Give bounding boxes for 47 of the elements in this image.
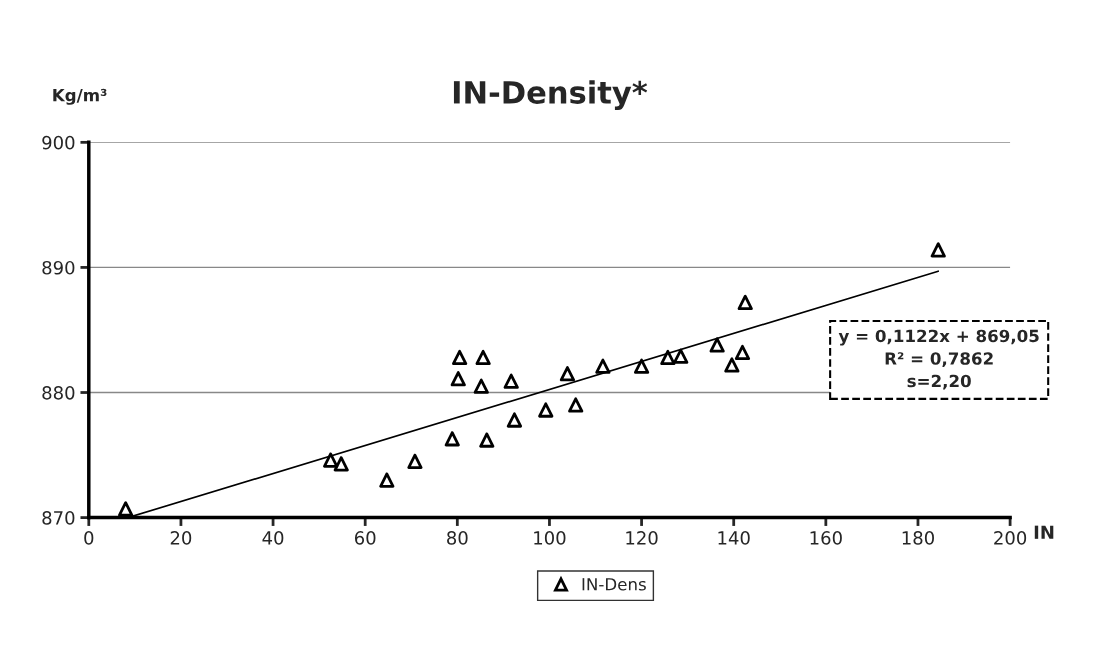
point: [538, 402, 554, 418]
point: [930, 242, 946, 258]
point: [633, 358, 650, 374]
y-axis-title: Kg/m³: [53, 88, 107, 105]
y-tick-label: 900: [42, 135, 75, 150]
point: [479, 432, 495, 448]
point: [724, 357, 740, 373]
point: [734, 344, 751, 361]
point: [709, 337, 725, 353]
point: [450, 371, 466, 387]
point: [379, 472, 395, 488]
x-tick-label: 100: [534, 531, 566, 545]
x-tick-label: 40: [262, 531, 284, 545]
x-tick-label: 0: [84, 531, 94, 545]
point: [118, 501, 134, 517]
point: [660, 349, 676, 366]
y-tick-label: 880: [42, 385, 75, 400]
point: [473, 378, 489, 394]
point: [568, 397, 584, 413]
x-tick-label: 120: [626, 531, 658, 545]
point: [737, 294, 753, 311]
legend-label: IN-Dens: [582, 578, 646, 591]
x-tick-label: 160: [810, 531, 842, 545]
point: [559, 366, 576, 382]
x-tick-label: 200: [994, 531, 1027, 545]
x-tick-label: 60: [354, 531, 376, 545]
point: [503, 373, 519, 389]
annotation: s=2,20: [907, 374, 971, 390]
y-tick-label: 870: [42, 511, 75, 525]
point: [475, 349, 491, 366]
point: [673, 348, 689, 364]
y-tick-label: 890: [42, 260, 75, 275]
x-tick-label: 140: [718, 531, 750, 545]
point: [323, 452, 339, 468]
x-tick-label: 80: [447, 531, 468, 545]
x-tick-label: 180: [902, 531, 934, 545]
x-axis-title: IN: [1034, 525, 1054, 539]
point: [407, 453, 423, 469]
annotation: R² = 0,7862: [885, 352, 993, 367]
annotation: y = 0,1122x + 869,05: [838, 329, 1039, 346]
point: [333, 456, 349, 472]
x-tick-label: 20: [170, 531, 192, 545]
point: [452, 349, 468, 366]
point: [506, 412, 523, 428]
point: [444, 431, 460, 447]
chart-title: IN-Density*: [453, 80, 648, 111]
point: [595, 358, 611, 374]
